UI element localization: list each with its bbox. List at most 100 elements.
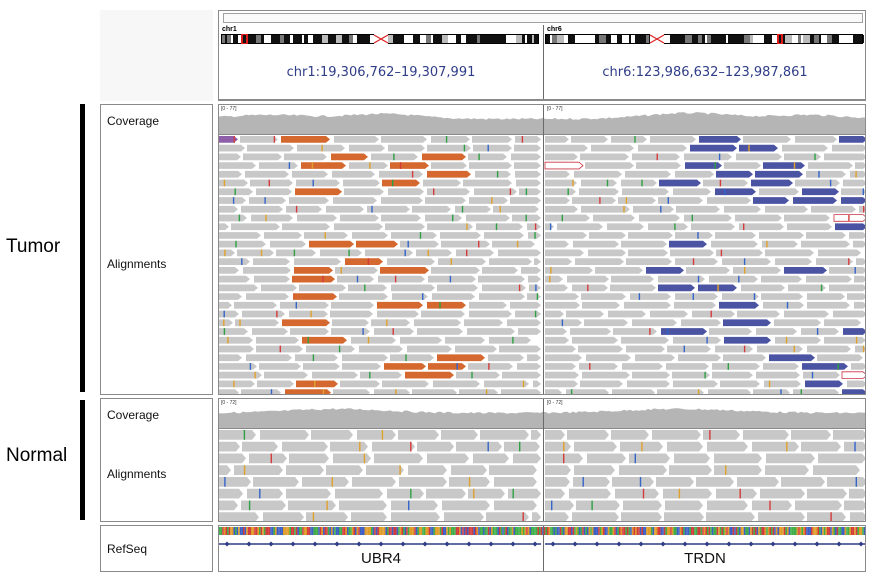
sequence-base bbox=[708, 527, 711, 535]
aligned-read bbox=[575, 258, 624, 265]
aligned-read bbox=[480, 430, 529, 440]
ideogram-band bbox=[667, 35, 670, 43]
ideogram-band bbox=[538, 35, 541, 43]
sequence-base bbox=[239, 527, 242, 535]
aligned-read bbox=[380, 267, 429, 274]
aligned-read bbox=[304, 232, 348, 239]
aligned-read bbox=[493, 205, 539, 213]
coverage-profile bbox=[219, 112, 865, 135]
aligned-read bbox=[441, 240, 490, 248]
gene-label-ubr4[interactable]: UBR4 bbox=[360, 550, 401, 567]
sequence-base bbox=[246, 527, 248, 535]
normal-alignments-track[interactable] bbox=[219, 429, 866, 522]
locus-chr1[interactable]: chr1:19,306,762–19,307,991 bbox=[286, 65, 476, 80]
gene-label-trdn[interactable]: TRDN bbox=[684, 550, 726, 567]
mismatch-mark bbox=[818, 170, 820, 178]
aligned-read bbox=[488, 354, 524, 362]
sequence-track[interactable] bbox=[219, 526, 866, 536]
ideogram-band bbox=[525, 35, 527, 43]
aligned-read bbox=[249, 453, 287, 464]
aligned-read bbox=[807, 301, 850, 309]
sequence-base bbox=[417, 527, 419, 535]
aligned-read bbox=[391, 512, 440, 521]
aligned-read bbox=[466, 214, 510, 222]
refseq-locus-divider bbox=[543, 526, 544, 571]
aligned-read bbox=[733, 267, 781, 274]
sequence-base bbox=[423, 527, 426, 535]
aligned-read bbox=[348, 284, 387, 292]
sequence-base bbox=[311, 527, 314, 535]
mismatch-mark bbox=[855, 336, 858, 344]
sequence-base bbox=[252, 527, 255, 535]
sequence-base bbox=[529, 527, 531, 535]
aligned-read bbox=[752, 441, 799, 452]
locus-chr6[interactable]: chr6:123,986,632–123,987,861 bbox=[602, 65, 808, 80]
sequence-base bbox=[236, 527, 239, 535]
sequence-base bbox=[588, 527, 591, 535]
normal-group-label: Normal bbox=[6, 445, 68, 466]
gene-track[interactable] bbox=[219, 538, 866, 550]
sequence-base bbox=[812, 527, 815, 535]
sequence-base bbox=[497, 527, 499, 535]
aligned-read bbox=[240, 136, 278, 143]
ideogram-chr6[interactable] bbox=[545, 34, 865, 44]
ideogram-chr1[interactable] bbox=[221, 34, 541, 44]
sequence-base bbox=[567, 527, 570, 535]
refseq-track-name[interactable]: RefSeq bbox=[107, 542, 148, 556]
aligned-read bbox=[724, 162, 761, 169]
aligned-read bbox=[256, 345, 303, 353]
tumor-coverage-track-name[interactable]: Coverage bbox=[107, 114, 160, 128]
sequence-base bbox=[593, 527, 595, 535]
strand-marker bbox=[704, 541, 710, 547]
normal-coverage-range-left: [0 - 72] bbox=[221, 400, 237, 406]
aligned-read bbox=[326, 205, 364, 213]
sequence-base bbox=[599, 527, 602, 535]
tumor-alignments-track-name[interactable]: Alignments bbox=[107, 257, 167, 271]
aligned-read bbox=[469, 301, 507, 309]
mismatch-mark bbox=[516, 240, 519, 248]
ideogram-band bbox=[707, 35, 711, 43]
mismatch-mark bbox=[488, 363, 490, 370]
aligned-read bbox=[672, 371, 710, 379]
aligned-read bbox=[711, 240, 758, 248]
mismatch-mark bbox=[394, 275, 397, 283]
strand-marker bbox=[792, 541, 798, 547]
aligned-read bbox=[567, 430, 609, 440]
aligned-read bbox=[352, 232, 388, 239]
aligned-read bbox=[468, 363, 513, 370]
mismatch-mark bbox=[362, 328, 364, 335]
sequence-base bbox=[857, 527, 859, 535]
mismatch-mark bbox=[445, 136, 448, 143]
ideogram-band bbox=[631, 35, 635, 43]
sequence-base bbox=[331, 527, 333, 535]
tumor-alignments-track[interactable] bbox=[219, 135, 866, 395]
ideogram-band bbox=[764, 35, 770, 43]
aligned-read bbox=[585, 162, 634, 169]
strand-marker bbox=[312, 541, 318, 547]
mismatch-mark bbox=[641, 179, 643, 187]
sequence-base bbox=[603, 527, 605, 535]
aligned-read bbox=[357, 430, 396, 440]
sequence-base bbox=[646, 527, 648, 535]
sequence-base bbox=[524, 527, 527, 535]
aligned-read bbox=[219, 310, 239, 318]
sequence-base bbox=[609, 527, 611, 535]
sequence-base bbox=[828, 527, 831, 535]
ideogram-band bbox=[328, 35, 330, 43]
mismatch-mark bbox=[582, 477, 584, 487]
mismatch-mark bbox=[496, 170, 499, 178]
mismatch-mark bbox=[254, 371, 256, 379]
sequence-base bbox=[438, 527, 440, 535]
ideogram-band bbox=[502, 35, 506, 43]
aligned-read bbox=[622, 188, 669, 196]
normal-alignments-track-name[interactable]: Alignments bbox=[107, 467, 167, 481]
aligned-read bbox=[440, 232, 481, 239]
aligned-read bbox=[802, 188, 839, 196]
sequence-base bbox=[769, 527, 771, 535]
aligned-read bbox=[243, 153, 282, 161]
aligned-read bbox=[627, 380, 670, 388]
aligned-read bbox=[545, 477, 570, 487]
ideogram-band bbox=[415, 35, 420, 43]
sequence-base bbox=[612, 527, 615, 535]
normal-coverage-track-name[interactable]: Coverage bbox=[107, 408, 160, 422]
